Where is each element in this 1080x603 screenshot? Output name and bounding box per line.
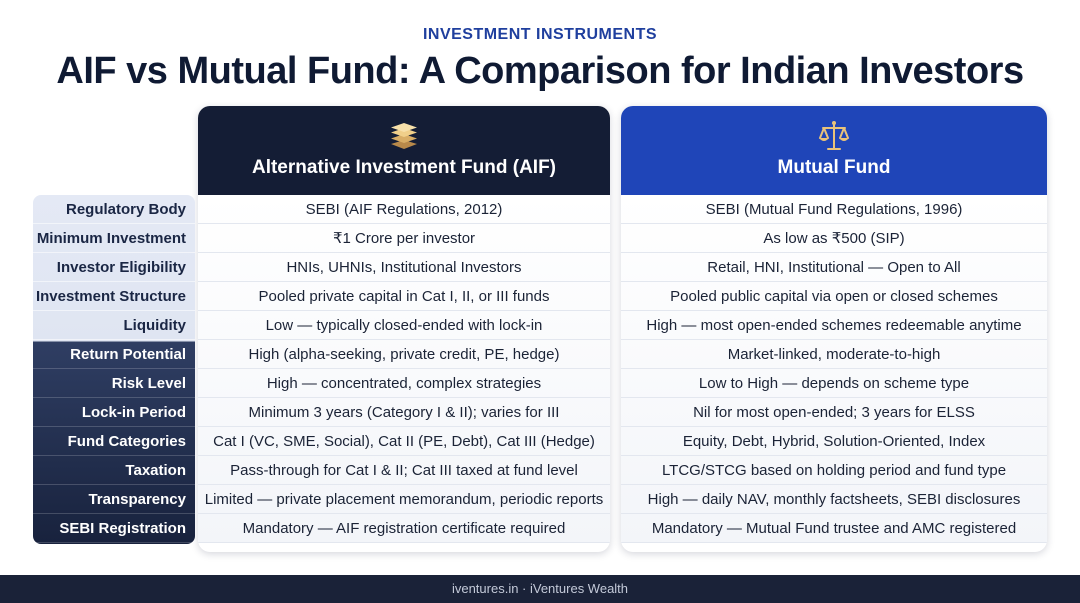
row-label: Lock-in Period — [33, 398, 195, 427]
mutual-fund-cell: Equity, Debt, Hybrid, Solution-Oriented,… — [621, 427, 1047, 456]
mutual-fund-cell: High — most open-ended schemes redeemabl… — [621, 311, 1047, 340]
aif-values: SEBI (AIF Regulations, 2012) ₹1 Crore per… — [198, 195, 610, 543]
row-label: Fund Categories — [33, 427, 195, 456]
aif-cell: High — concentrated, complex strategies — [198, 369, 610, 398]
mutual-fund-cell: High — daily NAV, monthly factsheets, SE… — [621, 485, 1047, 514]
row-label: Liquidity — [33, 311, 195, 340]
page-title: AIF vs Mutual Fund: A Comparison for Ind… — [56, 50, 1024, 92]
mutual-fund-cell: Low to High — depends on scheme type — [621, 369, 1047, 398]
aif-cell: Minimum 3 years (Category I & II); varie… — [198, 398, 610, 427]
row-label: Investor Eligibility — [33, 253, 195, 282]
row-labels: Regulatory Body Minimum Investment Investo… — [33, 195, 195, 544]
aif-cell: Cat I (VC, SME, Social), Cat II (PE, Deb… — [198, 427, 610, 456]
row-label: Investment Structure — [33, 282, 195, 311]
mutual-fund-cell: SEBI (Mutual Fund Regulations, 1996) — [621, 195, 1047, 224]
row-label: Transparency — [33, 485, 195, 514]
aif-column-title: Alternative Investment Fund (AIF) — [251, 157, 557, 178]
mutual-fund-cell: Mandatory — Mutual Fund trustee and AMC … — [621, 514, 1047, 543]
aif-cell: Low — typically closed-ended with lock-i… — [198, 311, 610, 340]
aif-cell: ₹1 Crore per investor — [198, 224, 610, 253]
mutual-fund-cell: Retail, HNI, Institutional — Open to All — [621, 253, 1047, 282]
mutual-fund-cell: Pooled public capital via open or closed… — [621, 282, 1047, 311]
mutual-fund-cell: Market-linked, moderate-to-high — [621, 340, 1047, 369]
row-label: Minimum Investment — [33, 224, 195, 253]
eyebrow-label: INVESTMENT INSTRUMENTS — [422, 26, 658, 43]
layers-icon — [391, 123, 417, 149]
row-label: SEBI Registration — [33, 514, 195, 543]
aif-cell: Pooled private capital in Cat I, II, or … — [198, 282, 610, 311]
row-label: Risk Level — [33, 369, 195, 398]
aif-cell: Limited — private placement memorandum, … — [198, 485, 610, 514]
aif-column: Alternative Investment Fund (AIF) SEBI (… — [198, 106, 610, 552]
mutual-fund-cell: LTCG/STCG based on holding period and fu… — [621, 456, 1047, 485]
footer: iventures.in · iVentures Wealth — [0, 575, 1080, 603]
mutual-fund-values: SEBI (Mutual Fund Regulations, 1996) As l… — [621, 195, 1047, 543]
mutual-fund-column-title: Mutual Fund — [777, 157, 891, 178]
aif-cell: High (alpha-seeking, private credit, PE,… — [198, 340, 610, 369]
row-label: Taxation — [33, 456, 195, 485]
aif-cell: Mandatory — AIF registration certificate… — [198, 514, 610, 543]
aif-cell: SEBI (AIF Regulations, 2012) — [198, 195, 610, 224]
scales-icon — [819, 121, 849, 150]
mutual-fund-column-header: Mutual Fund — [621, 106, 1047, 195]
aif-column-header: Alternative Investment Fund (AIF) — [198, 106, 610, 195]
aif-cell: Pass-through for Cat I & II; Cat III tax… — [198, 456, 610, 485]
row-label: Regulatory Body — [33, 195, 195, 224]
aif-cell: HNIs, UHNIs, Institutional Investors — [198, 253, 610, 282]
row-label: Return Potential — [33, 340, 195, 369]
mutual-fund-cell: Nil for most open-ended; 3 years for ELS… — [621, 398, 1047, 427]
mutual-fund-cell: As low as ₹500 (SIP) — [621, 224, 1047, 253]
mutual-fund-column: Mutual Fund SEBI (Mutual Fund Regulation… — [621, 106, 1047, 552]
